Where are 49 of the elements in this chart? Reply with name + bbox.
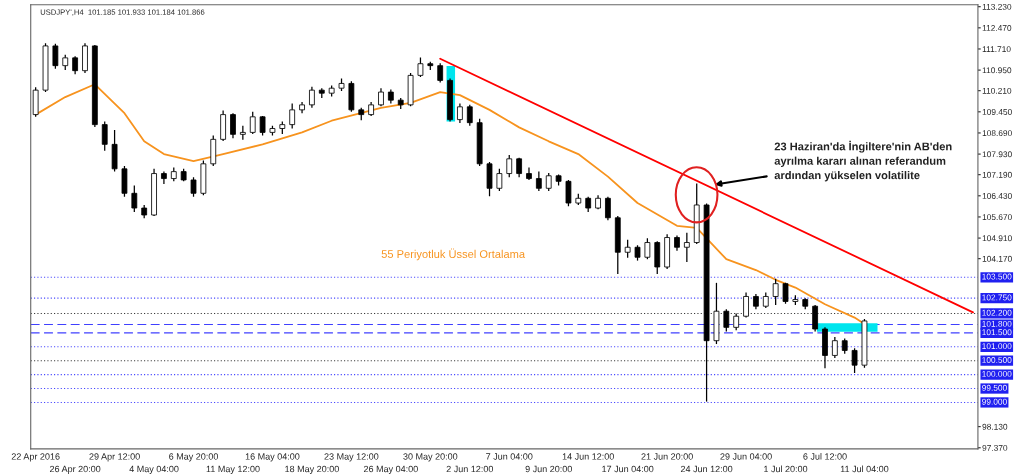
y-tick-label: 110.950 [982, 67, 1012, 74]
y-tick-label: 97.370 [982, 444, 1008, 451]
y-tick-label: 108.690 [982, 130, 1012, 137]
x-tick-label: 7 Jun 04:00 [486, 453, 533, 460]
ref-line-label: 101.000 [982, 343, 1012, 350]
x-tick-label: 30 May 20:00 [403, 453, 458, 462]
x-tick-label: 6 May 20:00 [169, 453, 219, 462]
ref-line-label: 101.800 [982, 320, 1012, 327]
x-tick-label: 23 May 12:00 [324, 453, 379, 462]
y-tick-label: 110.210 [982, 87, 1012, 94]
ref-line-label: 99.500 [982, 384, 1007, 391]
y-tick-label: 106.430 [982, 193, 1012, 199]
x-tick-label: 22 Apr 2016 [11, 453, 60, 462]
ref-line-label: 103.500 [982, 273, 1012, 280]
annotation: 23 Haziran'da İngiltere'nin AB'den ayrılma kararı alınan referandum ardından yükselen volatilite [774, 140, 952, 182]
text: 55 Periyotluk Üssel Ortalama [381, 248, 526, 261]
x-tick-label: 26 May 04:00 [363, 465, 418, 474]
y-tick-label: 98.130 [982, 423, 1008, 430]
x-tick-label: 18 May 20:00 [285, 465, 339, 474]
ref-line-label: 102.200 [982, 309, 1012, 316]
x-tick-label: 9 Jun 20:00 [525, 465, 572, 473]
ref-line-label: 100.000 [982, 370, 1012, 377]
y-tick-label: 113.230 [982, 3, 1012, 10]
x-tick-label: 14 Jun 12:00 [562, 453, 614, 460]
y-tick-label: 107.930 [982, 151, 1012, 158]
x-tick-label: 24 Jun 12:00 [680, 465, 733, 473]
x-tick-label: 4 May 04:00 [129, 465, 179, 474]
y-tick-label: 105.670 [982, 214, 1012, 221]
y-tick-label: 112.470 [982, 25, 1012, 31]
x-tick-label: 16 May 04:00 [245, 453, 300, 462]
y-tick-label: 109.450 [982, 109, 1012, 115]
x-tick-label: 1 Jul 20:00 [764, 465, 808, 473]
y-tick-label: 104.170 [982, 255, 1012, 262]
x-tick-label: 29 Apr 12:00 [89, 453, 140, 462]
ref-line-label: 100.500 [982, 357, 1012, 363]
x-tick-label: 17 Jun 04:00 [602, 465, 654, 473]
x-tick-label: 11 Jul 04:00 [840, 465, 889, 473]
y-tick-label: 107.190 [982, 171, 1012, 178]
ref-line-label: 102.750 [982, 294, 1012, 301]
x-tick-label: 11 May 12:00 [206, 465, 260, 474]
y-tick-label: 104.910 [982, 235, 1012, 242]
x-tick-label: 26 Apr 20:00 [49, 465, 101, 474]
y-tick-label: 111.710 [982, 46, 1011, 53]
x-tick-label: 21 Jun 20:00 [641, 453, 693, 460]
ref-line-label: 99.000 [982, 398, 1007, 405]
ref-line-label: 101.500 [982, 329, 1012, 336]
x-tick-label: 2 Jun 12:00 [446, 465, 494, 473]
x-tick-label: 29 Jun 04:00 [720, 453, 772, 460]
x-tick-label: 6 Jul 12:00 [803, 453, 847, 460]
